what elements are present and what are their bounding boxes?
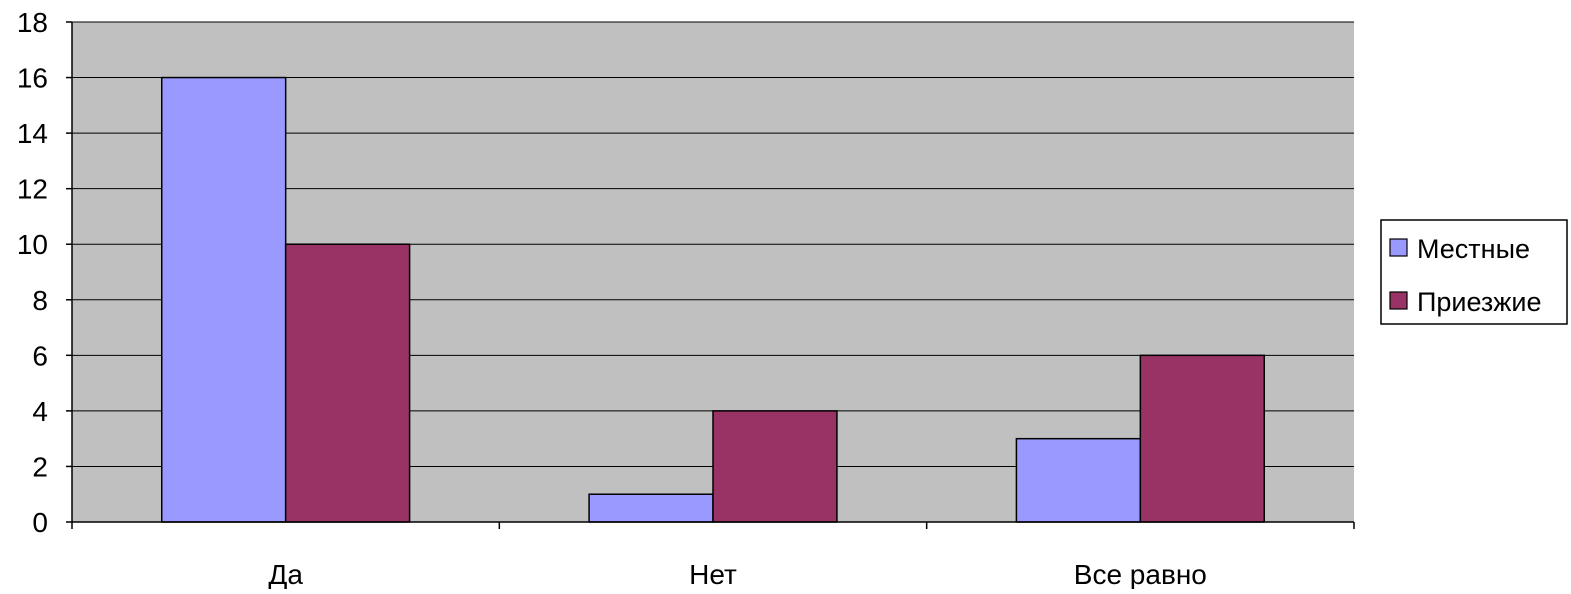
y-tick-label: 12 [17,174,48,205]
bar-series-1 [588,493,714,523]
legend-label: Приезжие [1417,287,1541,317]
y-tick-label: 6 [32,340,48,371]
y-tick-label: 14 [17,118,48,149]
y-tick-label: 8 [32,285,48,316]
bar-series-1 [160,76,287,523]
y-tick-label: 16 [17,63,48,94]
legend-label: Местные [1417,234,1530,264]
legend-swatch [1389,238,1408,257]
bar-series-2 [284,243,411,523]
x-tick-label: Да [268,559,303,589]
bar-series-2 [1139,354,1266,523]
y-tick-label: 0 [32,507,48,538]
y-tick-label: 18 [17,7,48,38]
bar-series-1 [1015,437,1142,523]
x-tick-label: Нет [689,559,737,589]
y-tick-label: 10 [17,229,48,260]
y-tick-label: 2 [32,451,48,482]
legend-box [1380,219,1568,325]
x-tick-label: Все равно [1074,559,1207,589]
legend-swatch [1389,291,1408,310]
y-tick-label: 4 [32,396,48,427]
bar-series-2 [712,410,838,523]
